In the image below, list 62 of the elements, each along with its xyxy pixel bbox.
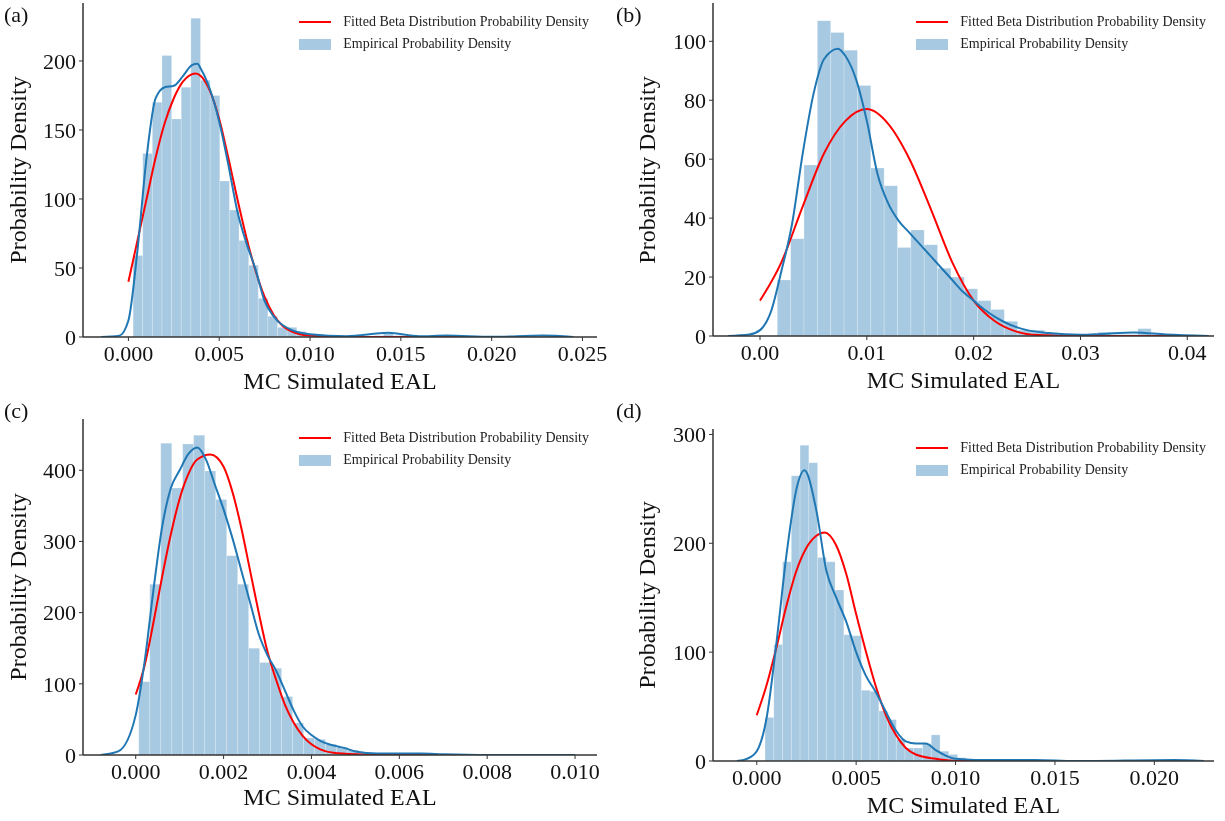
x-tick-label: 0.010 xyxy=(550,758,600,784)
legend-label: Fitted Beta Distribution Probability Density xyxy=(343,430,589,446)
x-tick-label: 0.010 xyxy=(285,340,335,366)
chart-title: (b) xyxy=(616,2,642,28)
y-tick-label: 300 xyxy=(673,422,706,448)
y-tick-label: 20 xyxy=(684,264,706,290)
chart-title: (c) xyxy=(4,398,29,424)
legend-label: Empirical Probability Density xyxy=(343,452,512,468)
x-tick-label: 0.00 xyxy=(740,339,780,365)
x-tick-label: 0.010 xyxy=(930,764,981,790)
y-tick-label: 200 xyxy=(43,600,76,626)
legend-label: Empirical Probability Density xyxy=(960,462,1129,478)
legend-label: Empirical Probability Density xyxy=(343,36,512,52)
x-tick-label: 0.002 xyxy=(198,758,249,784)
x-tick-label: 0.020 xyxy=(1129,764,1180,790)
x-tick-label: 0.015 xyxy=(376,340,426,366)
y-tick-label: 100 xyxy=(673,639,706,665)
x-axis-title: MC Simulated EAL xyxy=(865,792,1062,819)
x-tick-label: 0.000 xyxy=(731,764,782,790)
y-axis-title: Probability Density xyxy=(633,75,661,264)
y-axis-title: Probability Density xyxy=(633,501,661,689)
legend-label: Empirical Probability Density xyxy=(960,36,1129,52)
y-tick-label: 100 xyxy=(43,186,76,212)
y-tick-label: 40 xyxy=(684,205,706,231)
y-axis-title: Probability Density xyxy=(4,76,32,264)
y-tick-label: 100 xyxy=(673,29,706,55)
x-tick-label: 0.008 xyxy=(462,758,512,784)
x-axis-title: MC Simulated EAL xyxy=(242,368,438,395)
x-tick-label: 0.02 xyxy=(954,339,993,365)
legend-label: Fitted Beta Distribution Probability Density xyxy=(960,14,1206,30)
y-tick-label: 80 xyxy=(684,88,706,114)
legend-label: Fitted Beta Distribution Probability Density xyxy=(960,440,1206,456)
x-tick-label: 0.006 xyxy=(374,758,425,784)
y-axis-title: Probability Density xyxy=(4,493,32,681)
chart-title: (a) xyxy=(4,2,29,28)
x-tick-label: 0.015 xyxy=(1030,764,1080,790)
y-tick-label: 0 xyxy=(65,742,76,768)
y-tick-label: 300 xyxy=(43,529,76,555)
y-tick-label: 0 xyxy=(695,323,706,349)
x-tick-label: 0.005 xyxy=(831,764,881,790)
y-tick-label: 200 xyxy=(673,531,706,557)
y-tick-label: 400 xyxy=(43,458,76,484)
y-tick-label: 100 xyxy=(43,671,76,697)
y-tick-label: 0 xyxy=(695,748,706,774)
y-tick-label: 150 xyxy=(43,117,76,143)
legend-label: Fitted Beta Distribution Probability Density xyxy=(343,14,589,30)
y-tick-label: 50 xyxy=(54,255,76,281)
x-tick-label: 0.004 xyxy=(286,758,337,784)
y-tick-label: 200 xyxy=(43,48,76,74)
y-tick-label: 0 xyxy=(65,324,76,350)
y-tick-label: 60 xyxy=(684,147,706,172)
x-axis-title: MC Simulated EAL xyxy=(865,367,1062,394)
x-tick-label: 0.005 xyxy=(194,340,244,366)
x-axis-title: MC Simulated EAL xyxy=(242,784,438,811)
x-tick-label: 0.020 xyxy=(466,340,517,366)
x-tick-label: 0.000 xyxy=(110,758,161,784)
chart-title: (d) xyxy=(616,398,642,424)
x-tick-label: 0.04 xyxy=(1168,339,1207,365)
x-tick-label: 0.03 xyxy=(1061,339,1100,365)
x-tick-label: 0.000 xyxy=(103,340,154,366)
x-tick-label: 0.025 xyxy=(557,340,608,366)
x-tick-label: 0.01 xyxy=(847,339,887,365)
